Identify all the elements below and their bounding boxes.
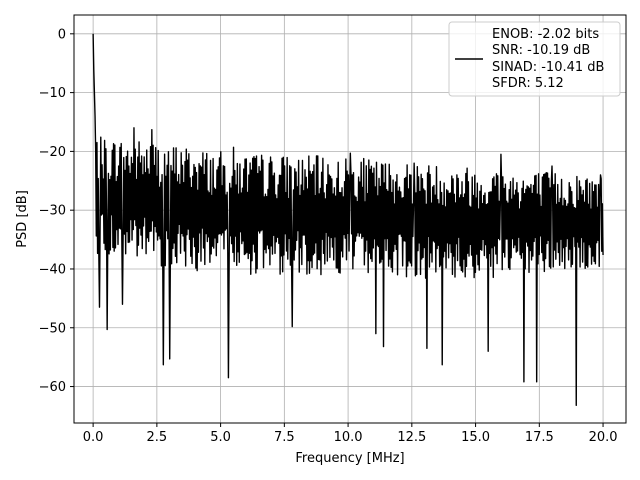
x-tick-label: 12.5 xyxy=(397,430,426,445)
y-axis-label: PSD [dB] xyxy=(15,190,30,248)
y-tick-label: −60 xyxy=(39,380,66,395)
y-tick-label: −50 xyxy=(39,321,66,336)
y-tick-label: −20 xyxy=(39,145,66,160)
x-axis-label: Frequency [MHz] xyxy=(295,451,404,466)
psd-series-line xyxy=(92,33,604,407)
x-tick-label: 5.0 xyxy=(210,430,231,445)
legend-snr: SNR: -10.19 dB xyxy=(492,43,590,58)
legend: ENOB: -2.02 bits SNR: -10.19 dB SINAD: -… xyxy=(448,21,621,97)
plot-frame xyxy=(73,14,627,424)
legend-enob: ENOB: -2.02 bits xyxy=(492,27,599,42)
x-tick-label: 10.0 xyxy=(334,430,363,445)
x-axis-ticks: 0.0 2.5 5.0 7.5 10.0 12.5 15.0 17.5 20.0 xyxy=(83,423,618,445)
x-tick-label: 15.0 xyxy=(461,430,490,445)
x-tick-label: 20.0 xyxy=(589,430,618,445)
y-tick-label: −40 xyxy=(39,262,66,277)
x-tick-label: 0.0 xyxy=(83,430,104,445)
x-tick-label: 17.5 xyxy=(525,430,554,445)
legend-sinad: SINAD: -10.41 dB xyxy=(492,60,604,75)
y-tick-label: −30 xyxy=(39,204,66,219)
y-tick-label: −10 xyxy=(39,86,66,101)
legend-box xyxy=(448,21,621,97)
psd-line-group xyxy=(92,33,604,407)
y-tick-label: 0 xyxy=(58,27,66,42)
x-tick-label: 2.5 xyxy=(147,430,168,445)
legend-sfdr: SFDR: 5.12 xyxy=(492,76,564,91)
y-axis-ticks: 0 −10 −20 −30 −40 −50 −60 xyxy=(39,27,74,395)
x-tick-label: 7.5 xyxy=(274,430,295,445)
